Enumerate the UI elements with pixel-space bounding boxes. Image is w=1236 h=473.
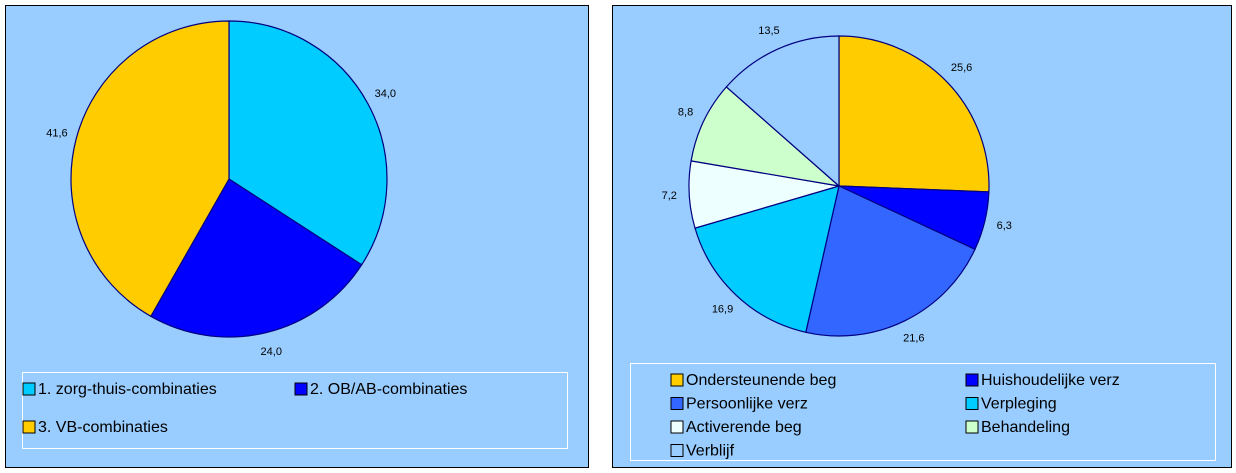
legend-swatch — [22, 382, 36, 396]
legend-label: Ondersteunende beg — [686, 372, 836, 389]
data-label: 25,6 — [951, 62, 972, 74]
legend-swatch — [22, 420, 36, 434]
legend-label: Verpleging — [981, 396, 1057, 413]
legend-swatch — [965, 420, 979, 434]
legend-label: Verblijf — [686, 443, 735, 460]
legend-label: Persoonlijke verz — [686, 396, 808, 413]
pie-slice — [725, 35, 840, 188]
legend-label: Behandeling — [981, 419, 1070, 436]
data-label: 8,8 — [678, 107, 693, 119]
legend-swatch — [670, 420, 684, 434]
data-label: 13,5 — [758, 25, 779, 37]
legend-box — [630, 363, 1216, 461]
pie-slice — [690, 86, 841, 187]
legend-label: Activerende beg — [686, 419, 802, 436]
legend-swatch — [965, 373, 979, 387]
legend-swatch — [670, 444, 684, 457]
pie-slice — [70, 20, 230, 318]
pie-slice — [694, 185, 840, 333]
data-label: 41,6 — [46, 127, 67, 139]
data-label: 16,9 — [712, 304, 733, 316]
data-label: 6,3 — [997, 220, 1012, 232]
legend-label: Huishoudelijke verz — [981, 372, 1120, 389]
legend-swatch — [670, 397, 684, 410]
data-label: 7,2 — [662, 190, 677, 202]
legend-swatch — [670, 373, 684, 387]
legend-label: 3. VB-combinaties — [38, 419, 168, 436]
data-label: 21,6 — [903, 333, 924, 345]
legend-label: 1. zorg-thuis-combinaties — [38, 381, 217, 398]
legend-label: 2. OB/AB-combinaties — [310, 381, 467, 398]
data-label: 24,0 — [261, 346, 282, 358]
pie-slice — [805, 185, 976, 337]
legend-swatch — [294, 382, 308, 396]
pie-slice — [838, 35, 990, 193]
legend-swatch — [965, 397, 979, 410]
data-label: 34,0 — [375, 88, 396, 100]
legend-box — [22, 372, 568, 449]
pie-slice — [150, 178, 363, 338]
